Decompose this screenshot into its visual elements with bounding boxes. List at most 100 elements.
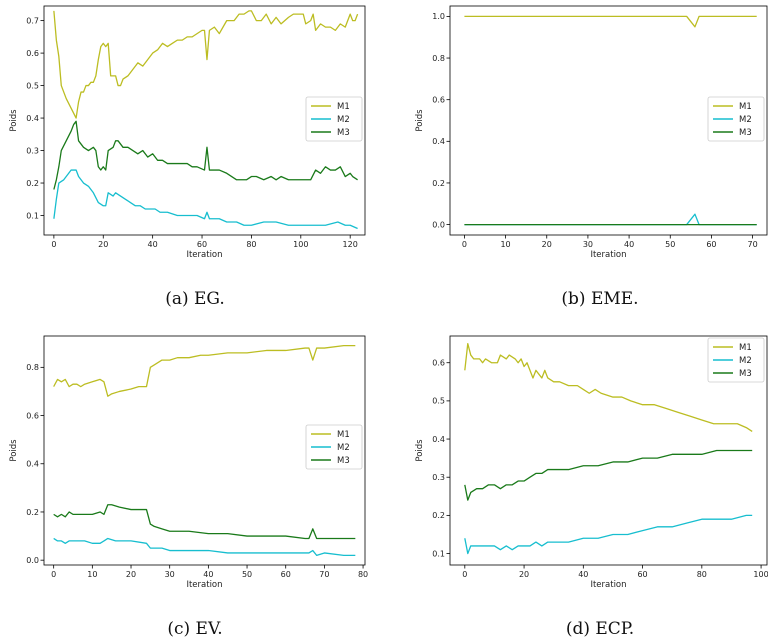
chart-3-x-tick-label: 0: [462, 570, 467, 579]
chart-2-legend-box: [305, 424, 363, 470]
chart-3-x-tick-label: 100: [753, 570, 768, 579]
chart-3-caption: (d) ECP.: [566, 619, 634, 639]
chart-3-y-tick-label: 0.3: [432, 473, 445, 482]
chart-2-x-tick-label: 60: [281, 570, 291, 579]
chart-0-y-axis-label: Poids: [9, 109, 19, 132]
chart-2-y-tick-label: 0.2: [26, 508, 39, 517]
chart-2-x-tick-label: 20: [126, 570, 136, 579]
chart-1-y-tick-label: 0.2: [432, 179, 445, 188]
chart-0-y-tick-label: 0.6: [26, 49, 39, 58]
chart-2-plot-frame: [43, 335, 366, 566]
chart-1-series-line-m2: [464, 213, 757, 226]
chart-1-caption: (b) EME.: [561, 289, 638, 309]
chart-0-y-tick-label: 0.4: [26, 114, 39, 123]
chart-1-y-tick-label: 0.6: [432, 95, 445, 104]
subplot-eme: 0 10 20 30 40 50 60 70 0.0 0.2 0.4 0.6 0.8 1.0 Iterati…: [415, 5, 768, 309]
chart-0-legend-label-m1: M1: [337, 102, 350, 112]
chart-1-legend: M1 M2 M3: [707, 96, 765, 142]
chart-1-legend-label-m1: M1: [739, 102, 752, 112]
chart-3-y-axis-label: Poids: [415, 439, 425, 462]
chart-1-y-tick-label: 0.4: [432, 137, 445, 146]
chart-0-y-tick-label: 0.3: [26, 146, 39, 155]
chart-0-y-tick-label: 0.1: [26, 211, 39, 220]
chart-0-x-tick-label: 80: [246, 240, 256, 249]
chart-1-legend-label-m3: M3: [739, 128, 752, 138]
chart-2-x-tick-label: 80: [358, 570, 368, 579]
chart-2-x-tick-label: 0: [51, 570, 56, 579]
chart-1-x-tick-label: 0: [462, 240, 467, 249]
chart-0-y-tick-label: 0.7: [26, 16, 39, 25]
chart-3-y-tick-label: 0.2: [432, 511, 445, 520]
chart-1-legend-box: [707, 96, 765, 142]
chart-0-series-line-m3: [53, 120, 358, 190]
chart-0-y-tick-label: 0.5: [26, 81, 39, 90]
chart-2-caption: (c) EV.: [167, 619, 222, 639]
chart-2-y-axis-label: Poids: [9, 439, 19, 462]
chart-3-x-tick-label: 80: [697, 570, 707, 579]
chart-2-legend-label-m3: M3: [337, 456, 350, 466]
chart-3-y-tick-label: 0.1: [432, 549, 445, 558]
chart-3-legend: M1 M2 M3: [707, 337, 765, 383]
chart-1-y-tick-label: 0.8: [432, 54, 445, 63]
chart-3-series-line-m2: [464, 514, 753, 555]
chart-3-x-axis-label: Iteration: [590, 580, 626, 590]
chart-1-x-tick-label: 40: [624, 240, 634, 249]
chart-3-y-tick-label: 0.6: [432, 359, 445, 368]
chart-2-legend: M1 M2 M3: [305, 424, 363, 470]
chart-1-x-tick-label: 70: [747, 240, 757, 249]
chart-0-x-tick-label: 100: [293, 240, 308, 249]
chart-0-legend: M1 M2 M3: [305, 96, 363, 142]
chart-3-y-tick-label: 0.4: [432, 435, 445, 444]
chart-3-x-tick-label: 60: [637, 570, 647, 579]
subplot-ev: 0 10 20 30 40 50 60 70 80 0.0 0.2 0.4 0.6 0.8 Iteratio…: [9, 335, 368, 639]
chart-2-x-tick-label: 50: [242, 570, 252, 579]
chart-3-series-line-m1: [464, 342, 753, 432]
chart-2-y-tick-label: 0.6: [26, 411, 39, 420]
chart-2-y-tick-label: 0.8: [26, 363, 39, 372]
subplot-eg: 0 20 40 60 80 100 120 0.1 0.2 0.3 0.4 0.5 0.6 0.7 Iter…: [9, 5, 366, 309]
chart-2-y-tick-label: 0.0: [26, 556, 39, 565]
chart-2-x-tick-label: 70: [319, 570, 329, 579]
chart-1-x-axis-label: Iteration: [590, 250, 626, 260]
chart-2-series-line-m3: [53, 504, 356, 540]
chart-0-plot-frame: [43, 5, 366, 236]
chart-0-legend-box: [305, 96, 363, 142]
chart-1-x-tick-label: 60: [706, 240, 716, 249]
chart-1-legend-label-m2: M2: [739, 115, 752, 125]
chart-2-x-tick-label: 30: [165, 570, 175, 579]
chart-0-caption: (a) EG.: [165, 289, 225, 309]
chart-3-x-tick-label: 40: [578, 570, 588, 579]
chart-3-legend-label-m2: M2: [739, 356, 752, 366]
chart-3-y-tick-label: 0.5: [432, 397, 445, 406]
chart-1-plot-frame: [449, 5, 768, 236]
chart-0-legend-label-m3: M3: [337, 128, 350, 138]
chart-2-x-tick-label: 10: [87, 570, 97, 579]
chart-1-x-tick-label: 30: [583, 240, 593, 249]
chart-3-legend-box: [707, 337, 765, 383]
chart-0-x-tick-label: 60: [197, 240, 207, 249]
chart-0-x-tick-label: 120: [343, 240, 358, 249]
chart-0-x-tick-label: 0: [51, 240, 56, 249]
chart-1-series-line-m1: [464, 15, 757, 28]
chart-2-legend-label-m1: M1: [337, 430, 350, 440]
chart-2-legend-label-m2: M2: [337, 443, 350, 453]
chart-0-x-axis-label: Iteration: [186, 250, 222, 260]
chart-0-x-tick-label: 20: [98, 240, 108, 249]
chart-3-x-tick-label: 20: [519, 570, 529, 579]
chart-1-x-tick-label: 20: [542, 240, 552, 249]
chart-2-y-tick-label: 0.4: [26, 460, 39, 469]
chart-0-y-tick-label: 0.2: [26, 179, 39, 188]
chart-0-series-line-m1: [53, 10, 359, 119]
chart-0-legend-label-m2: M2: [337, 115, 350, 125]
chart-1-x-tick-label: 10: [500, 240, 510, 249]
chart-3-legend-label-m1: M1: [739, 343, 752, 353]
chart-2-series-line-m2: [53, 537, 356, 557]
chart-2-x-axis-label: Iteration: [186, 580, 222, 590]
chart-3-legend-label-m3: M3: [739, 369, 752, 379]
chart-0-series-line-m2: [53, 169, 358, 230]
chart-2-series-line-m1: [53, 344, 356, 397]
chart-0-x-tick-label: 40: [148, 240, 158, 249]
chart-1-x-tick-label: 50: [665, 240, 675, 249]
chart-3-plot-frame: [449, 335, 768, 566]
